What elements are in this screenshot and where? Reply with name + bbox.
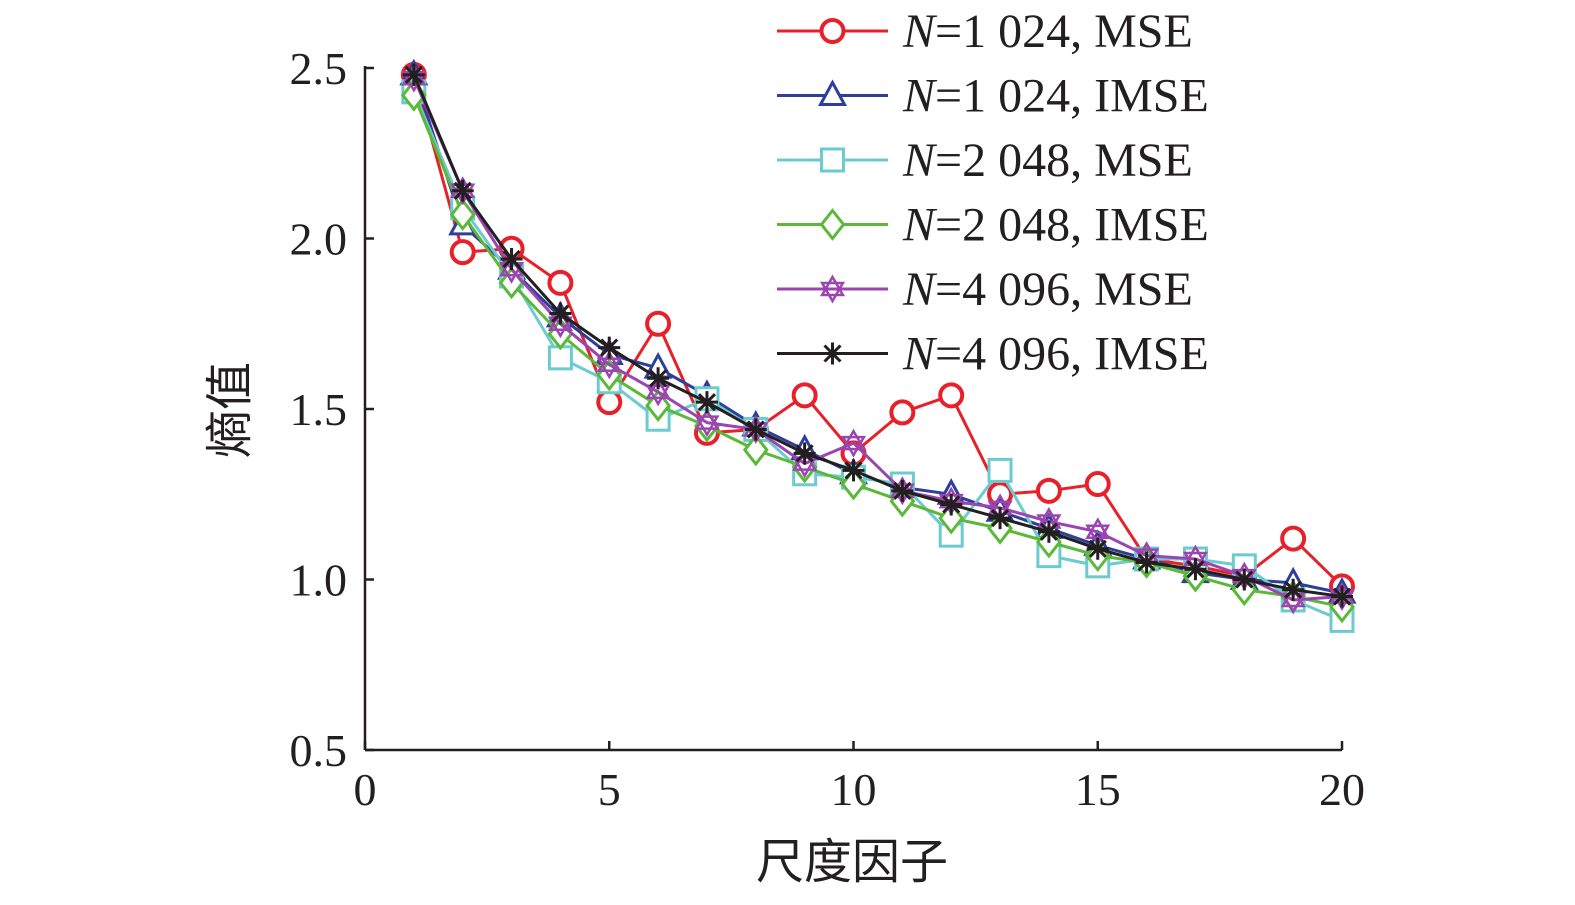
- star-marker-part: [694, 408, 720, 430]
- legend-entry: N=4 096, MSE: [777, 263, 1193, 316]
- legend-label-var: N: [902, 70, 938, 123]
- legend-label-rest: =4 096, MSE: [935, 263, 1193, 316]
- x-tick-label: 15: [1075, 764, 1121, 815]
- series-6: [402, 63, 1353, 608]
- star-marker-part: [596, 357, 622, 380]
- data-point: [596, 389, 623, 416]
- legend-label: N=1 024, MSE: [902, 5, 1193, 58]
- legend-marker: [820, 147, 845, 173]
- data-point: [1085, 517, 1111, 547]
- legend-label-rest: =2 048, IMSE: [935, 199, 1209, 252]
- data-point: [694, 408, 720, 438]
- legend-entry: N=1 024, IMSE: [777, 70, 1209, 123]
- data-point: [1037, 520, 1060, 543]
- star-marker-part: [840, 435, 867, 458]
- legend-marker: [821, 342, 844, 365]
- legend-label: N=2 048, MSE: [902, 134, 1193, 187]
- legend-entry: N=2 048, IMSE: [777, 199, 1209, 252]
- y-tick-label: 2.0: [290, 214, 348, 265]
- y-tick-label: 1.5: [290, 384, 348, 435]
- data-point: [940, 493, 963, 516]
- star-marker-part: [840, 428, 867, 451]
- data-point: [1331, 585, 1353, 608]
- legend-entry: N=4 096, IMSE: [777, 328, 1209, 381]
- data-point: [449, 198, 476, 232]
- data-point: [695, 391, 718, 414]
- data-point: [840, 428, 867, 458]
- data-point: [987, 457, 1013, 483]
- legend-label: N=4 096, MSE: [902, 263, 1193, 316]
- star-marker-part: [596, 350, 622, 372]
- legend-label-var: N: [902, 263, 938, 316]
- data-point: [549, 302, 572, 325]
- star-marker-part: [1085, 524, 1111, 547]
- data-point: [647, 367, 670, 390]
- legend-label-var: N: [902, 5, 938, 58]
- data-point: [645, 310, 672, 337]
- legend-label-var: N: [902, 328, 938, 381]
- data-point: [742, 433, 769, 467]
- legend-label-rest: =2 048, MSE: [935, 134, 1193, 187]
- axes: 0 5 10 15 20 0.5 1.0 1.5 2.0 2.5: [290, 43, 1366, 815]
- series-layer: [399, 58, 1357, 633]
- star-marker-part: [694, 415, 720, 438]
- data-point: [938, 382, 965, 409]
- data-point: [1282, 578, 1305, 601]
- legend-label: N=1 024, IMSE: [902, 70, 1209, 123]
- data-point: [449, 239, 476, 266]
- legend-label-var: N: [902, 199, 938, 252]
- legend-label: N=2 048, IMSE: [902, 199, 1209, 252]
- data-point: [793, 442, 816, 465]
- legend-label-rest: =1 024, MSE: [935, 5, 1193, 58]
- series-4: [400, 78, 1355, 624]
- x-axis-title: 尺度因子: [756, 836, 948, 889]
- series-5: [401, 63, 1355, 615]
- data-point: [402, 63, 425, 86]
- series-3: [401, 79, 1355, 633]
- data-point: [451, 179, 474, 202]
- data-point: [500, 247, 523, 270]
- star-marker-part: [819, 281, 846, 304]
- y-tick-label: 1.0: [290, 555, 348, 606]
- legend-label-rest: =1 024, IMSE: [935, 70, 1209, 123]
- legend-label: N=4 096, IMSE: [902, 328, 1209, 381]
- star-marker-part: [819, 274, 846, 297]
- data-point: [547, 269, 574, 296]
- x-tick-label: 20: [1319, 764, 1365, 815]
- legend-entry: N=2 048, MSE: [777, 134, 1193, 187]
- y-tick-label: 2.5: [290, 43, 348, 94]
- legend-entry: N=1 024, MSE: [777, 5, 1193, 58]
- data-point: [889, 399, 916, 426]
- x-tick-label: 10: [831, 764, 877, 815]
- data-point: [1280, 525, 1307, 552]
- data-point: [596, 350, 622, 380]
- data-point: [1086, 537, 1109, 560]
- y-axis-title: 熵值: [204, 362, 257, 458]
- legend-label-rest: =4 096, IMSE: [935, 328, 1209, 381]
- star-marker-part: [645, 377, 671, 400]
- data-point: [842, 459, 865, 482]
- data-point: [1184, 558, 1207, 581]
- data-point: [1233, 568, 1256, 591]
- star-marker-part: [1085, 517, 1111, 540]
- data-point: [891, 479, 914, 502]
- legend-marker: [819, 208, 846, 241]
- legend-marker: [819, 274, 846, 304]
- x-tick-label: 0: [354, 764, 377, 815]
- data-point: [791, 382, 818, 409]
- data-point: [1135, 551, 1158, 574]
- legend-marker: [817, 79, 848, 106]
- data-point: [989, 507, 1012, 530]
- data-point: [1084, 471, 1111, 498]
- y-tick-label: 0.5: [290, 725, 348, 776]
- legend-marker: [819, 18, 846, 44]
- data-point: [1035, 477, 1062, 504]
- x-tick-label: 5: [598, 764, 621, 815]
- data-point: [744, 418, 767, 441]
- legend-label-var: N: [902, 134, 938, 187]
- data-point: [598, 336, 621, 359]
